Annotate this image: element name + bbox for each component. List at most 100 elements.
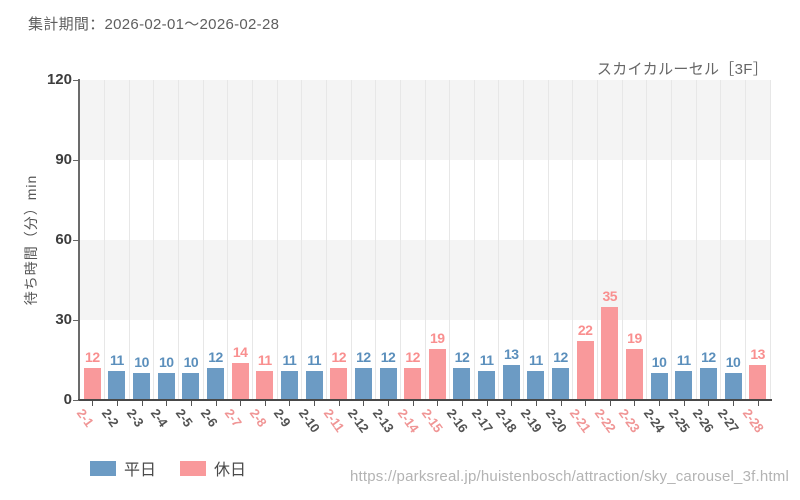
bar-2-18 xyxy=(502,365,520,400)
vertical-gridline xyxy=(325,80,327,400)
bar-value-label: 12 xyxy=(208,349,223,365)
bar-value-label: 19 xyxy=(627,330,642,346)
y-tick-mark xyxy=(73,320,79,321)
bar-2-27 xyxy=(724,373,742,400)
attraction-chart-title: スカイカルーセル［3F］ xyxy=(596,61,768,78)
vertical-gridline xyxy=(202,80,204,400)
bar-2-20 xyxy=(552,368,570,400)
bar-2-14 xyxy=(404,368,422,400)
vertical-gridline xyxy=(646,80,648,400)
x-axis-label-2-9: 2-9 xyxy=(271,406,295,430)
vertical-gridline xyxy=(449,80,451,400)
bar-value-label: 12 xyxy=(454,349,470,365)
vertical-gridline xyxy=(178,80,180,400)
weekday-color-swatch xyxy=(90,460,116,476)
report-period-label: 集計期間：2026-02-01～2026-02-28 xyxy=(28,16,280,33)
x-tick-mark xyxy=(240,401,242,406)
bar-value-label: 10 xyxy=(158,354,174,370)
y-tick-mark xyxy=(73,80,79,81)
bar-value-label: 12 xyxy=(85,349,100,365)
x-axis-label-2-16: 2-16 xyxy=(443,406,471,436)
bar-value-label: 10 xyxy=(183,354,199,370)
x-tick-mark xyxy=(708,401,710,406)
bar-value-label: 11 xyxy=(110,352,124,368)
vertical-gridline xyxy=(670,80,672,400)
y-axis-line xyxy=(78,79,80,401)
x-tick-mark xyxy=(412,401,414,406)
bar-value-label: 19 xyxy=(430,330,445,346)
x-tick-mark xyxy=(363,401,365,406)
chart-legend: 平日 休日 xyxy=(90,456,246,480)
x-tick-mark xyxy=(264,401,266,406)
holiday-color-swatch xyxy=(180,460,207,476)
bar-2-9 xyxy=(280,371,298,400)
bar-2-6 xyxy=(207,368,225,400)
vertical-gridline xyxy=(104,80,106,400)
legend-item-weekday[interactable]: 平日 xyxy=(90,456,156,480)
x-axis-label-2-28: 2-28 xyxy=(739,406,767,436)
x-tick-mark xyxy=(757,401,759,406)
x-tick-mark xyxy=(190,401,192,406)
x-axis-label-2-12: 2-12 xyxy=(345,406,373,436)
x-tick-mark xyxy=(733,401,735,406)
source-url: https://parksreal.jp/huistenbosch/attrac… xyxy=(349,468,789,485)
x-axis-label-2-1: 2-1 xyxy=(74,406,98,430)
x-axis-label-2-3: 2-3 xyxy=(123,406,147,430)
bar-2-17 xyxy=(478,371,496,400)
bar-value-label: 13 xyxy=(750,346,765,362)
vertical-gridline xyxy=(744,80,746,400)
x-axis-label-2-13: 2-13 xyxy=(369,406,397,436)
x-axis-label-2-25: 2-25 xyxy=(665,406,693,436)
bar-2-25 xyxy=(675,371,693,400)
bar-value-label: 11 xyxy=(479,352,494,368)
vertical-gridline xyxy=(695,80,697,400)
vertical-gridline xyxy=(523,80,525,400)
x-axis-label-2-17: 2-17 xyxy=(468,406,496,436)
vertical-gridline xyxy=(424,80,426,400)
legend-label-weekday: 平日 xyxy=(124,462,157,479)
bar-value-label: 12 xyxy=(405,349,420,365)
bar-2-8 xyxy=(256,371,274,400)
x-axis-label-2-15: 2-15 xyxy=(419,406,447,436)
vertical-gridline xyxy=(498,80,500,400)
bar-2-13 xyxy=(379,368,397,400)
x-axis-label-2-20: 2-20 xyxy=(542,406,570,436)
bar-value-label: 11 xyxy=(307,352,321,368)
x-axis-label-2-10: 2-10 xyxy=(295,406,323,436)
x-tick-mark xyxy=(560,401,562,406)
vertical-gridline xyxy=(621,80,623,400)
vertical-gridline xyxy=(399,80,401,400)
bar-2-22 xyxy=(601,307,619,400)
vertical-gridline xyxy=(153,80,155,400)
legend-item-holiday[interactable]: 休日 xyxy=(180,456,246,480)
bar-value-label: 12 xyxy=(701,349,716,365)
x-axis-label-2-11: 2-11 xyxy=(320,406,348,435)
x-tick-mark xyxy=(141,401,143,406)
bar-value-label: 12 xyxy=(553,349,568,365)
vertical-gridline xyxy=(252,80,253,400)
y-tick-label: 60 xyxy=(55,231,72,248)
legend-label-holiday: 休日 xyxy=(214,462,247,479)
x-axis-label-2-19: 2-19 xyxy=(517,406,545,436)
vertical-gridline xyxy=(301,80,303,400)
bar-value-label: 35 xyxy=(602,288,618,304)
x-tick-mark xyxy=(166,401,168,406)
bar-2-23 xyxy=(625,349,643,400)
x-tick-mark xyxy=(437,401,439,406)
x-tick-mark xyxy=(388,401,390,406)
x-axis-label-2-2: 2-2 xyxy=(98,406,122,430)
x-axis-label-2-5: 2-5 xyxy=(172,406,196,430)
x-tick-mark xyxy=(609,401,611,406)
bar-value-label: 10 xyxy=(725,354,741,370)
bar-2-24 xyxy=(650,373,668,400)
bar-2-5 xyxy=(182,373,200,400)
x-tick-mark xyxy=(289,401,291,406)
y-tick-label: 30 xyxy=(55,311,72,328)
x-axis-label-2-4: 2-4 xyxy=(148,406,171,430)
x-axis-label-2-6: 2-6 xyxy=(197,406,221,430)
x-axis-label-2-8: 2-8 xyxy=(246,406,270,430)
vertical-gridline xyxy=(572,80,574,400)
bar-value-label: 11 xyxy=(528,352,543,368)
x-tick-mark xyxy=(683,401,685,406)
bar-value-label: 12 xyxy=(380,349,396,365)
